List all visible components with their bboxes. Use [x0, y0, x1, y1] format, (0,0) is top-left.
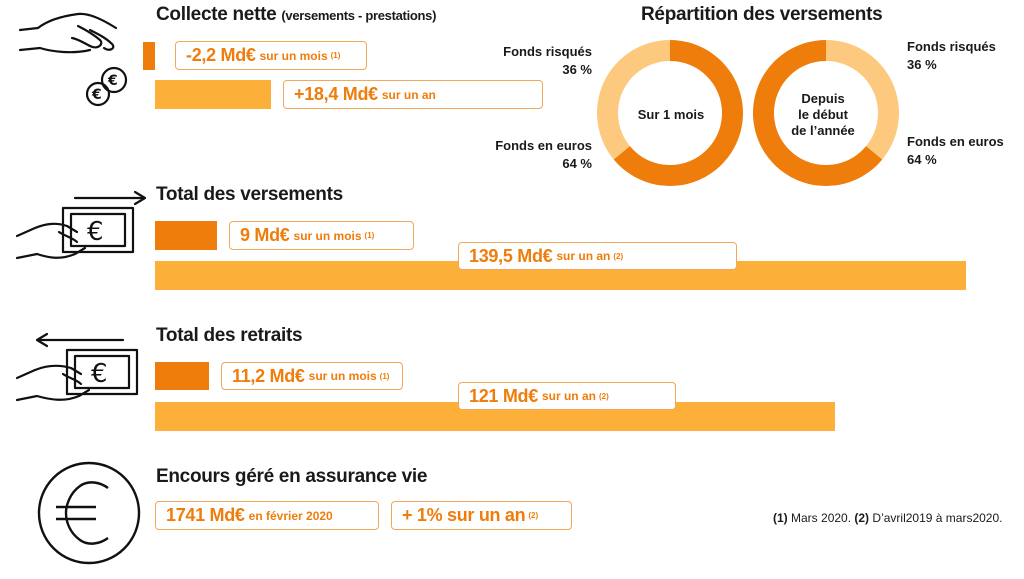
right-euro-label: Fonds en euros 64 %: [907, 133, 1019, 169]
retraits-year-note: (2): [598, 391, 609, 401]
donut-slice-fonds-risqués: [597, 40, 670, 160]
versements-title: Total des versements: [156, 184, 343, 205]
footnote-t2: D’avril2019 à mars2020.: [872, 511, 1003, 525]
right-euro-name: Fonds en euros: [907, 134, 1004, 149]
donut-left-center: Sur 1 mois: [637, 107, 705, 122]
encours-change: + 1% sur un an: [402, 505, 526, 525]
footnote-n1: (1): [773, 511, 788, 525]
footnote: (1) Mars 2020. (2) D’avril2019 à mars202…: [773, 511, 1002, 525]
encours-value-text: en février 2020: [248, 508, 333, 523]
collecte-year-box: +18,4 Md€ sur un an: [283, 80, 543, 109]
donut-left: [597, 40, 743, 186]
versements-month-text: sur un mois: [293, 228, 362, 243]
svg-text:€: €: [91, 87, 102, 103]
left-risk-pct: 36 %: [562, 62, 592, 77]
donut-slice-fonds-en-euros: [753, 40, 883, 186]
versements-year-note: (2): [613, 251, 624, 261]
donut-right-center-3: de l’année: [791, 123, 855, 138]
retraits-year-box: 121 Md€ sur un an (2): [458, 382, 676, 410]
retraits-month-value: 11,2 Md€: [232, 365, 305, 386]
hand-banknote-out-icon: €: [15, 330, 150, 415]
versements-month-note: (1): [364, 231, 375, 240]
collecte-month-value: -2,2 Md€: [186, 45, 256, 65]
repartition-donuts: [597, 40, 899, 186]
retraits-month-box: 11,2 Md€ sur un mois (1): [221, 362, 403, 390]
encours-value-box: 1741 Md€ en février 2020: [155, 501, 379, 530]
footnote-n2: (2): [854, 511, 870, 525]
encours-value: 1741 Md€: [166, 505, 245, 525]
collecte-year-value: +18,4 Md€: [294, 84, 378, 104]
svg-text:€: €: [107, 73, 118, 89]
collecte-title: Collecte nette (versements - prestations…: [156, 4, 436, 26]
hand-banknote-in-icon: €: [15, 188, 150, 273]
retraits-year-text: sur un an: [541, 389, 596, 403]
right-risk-pct: 36 %: [907, 57, 937, 72]
versements-year-text: sur un an: [556, 249, 611, 263]
footnote-t1: Mars 2020.: [791, 511, 852, 525]
left-risk-label: Fonds risqués 36 %: [490, 43, 592, 79]
retraits-month-note: (1): [379, 371, 390, 381]
versements-month-bar: [155, 221, 217, 250]
collecte-month-bar: [143, 42, 155, 70]
collecte-month-note: (1): [330, 51, 341, 60]
encours-change-box: + 1% sur un an (2): [391, 501, 572, 530]
euro-circle-icon: [36, 460, 142, 566]
collecte-month-text: sur un mois: [259, 48, 328, 63]
donut-right: [753, 40, 899, 186]
donut-right-center-1: Depuis: [801, 91, 845, 106]
collecte-subtitle: (versements - prestations): [281, 8, 437, 23]
retraits-month-text: sur un mois: [308, 369, 377, 383]
retraits-month-bar: [155, 362, 209, 390]
right-risk-label: Fonds risqués 36 %: [907, 38, 1017, 74]
collecte-title-text: Collecte nette: [156, 4, 277, 25]
retraits-title: Total des retraits: [156, 325, 303, 346]
right-risk-name: Fonds risqués: [907, 39, 996, 54]
versements-year-box: 139,5 Md€ sur un an (2): [458, 242, 737, 270]
donut-slice-fonds-risqués: [826, 40, 899, 160]
encours-title: Encours géré en assurance vie: [156, 466, 428, 487]
hand-coins-icon: € €: [18, 8, 133, 108]
left-euro-label: Fonds en euros 64 %: [480, 137, 592, 173]
encours-change-note: (2): [528, 511, 539, 520]
svg-text:€: €: [87, 217, 104, 247]
right-euro-pct: 64 %: [907, 152, 937, 167]
donut-right-center: Depuis le début de l’année: [788, 91, 858, 139]
repartition-title: Répartition des versements: [641, 4, 883, 25]
svg-text:€: €: [91, 359, 108, 389]
versements-year-value: 139,5 Md€: [469, 245, 553, 266]
left-risk-name: Fonds risqués: [503, 44, 592, 59]
collecte-month-box: -2,2 Md€ sur un mois (1): [175, 41, 367, 70]
versements-month-box: 9 Md€ sur un mois (1): [229, 221, 414, 250]
left-euro-name: Fonds en euros: [495, 138, 592, 153]
donut-right-center-2: le début: [798, 107, 848, 122]
donut-slice-fonds-en-euros: [613, 40, 743, 186]
versements-month-value: 9 Md€: [240, 225, 290, 245]
collecte-year-text: sur un an: [381, 87, 436, 102]
left-euro-pct: 64 %: [562, 156, 592, 171]
retraits-year-value: 121 Md€: [469, 385, 538, 406]
collecte-year-bar: [155, 80, 271, 109]
